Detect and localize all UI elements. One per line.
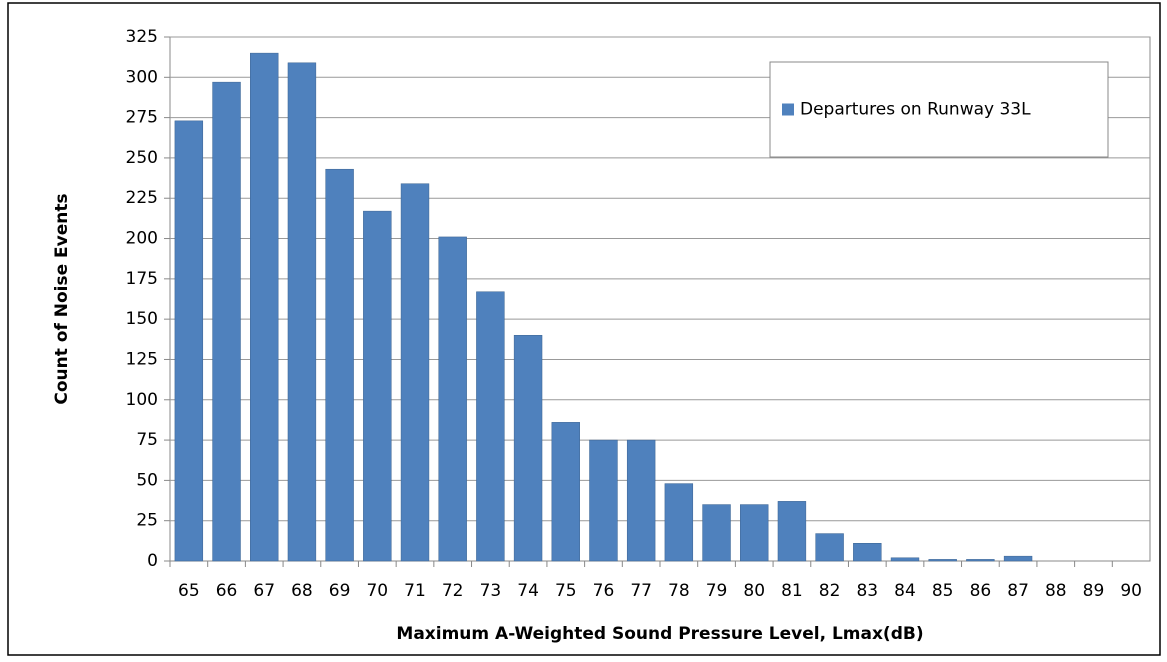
x-axis-label: Maximum A-Weighted Sound Pressure Level,…	[396, 624, 923, 644]
x-tick-label: 90	[1120, 581, 1142, 601]
x-tick-label: 68	[291, 581, 313, 601]
x-tick-label: 73	[480, 581, 502, 601]
bar	[513, 335, 543, 562]
bar	[400, 183, 430, 562]
x-tick-label: 72	[442, 581, 464, 601]
bar	[815, 533, 844, 562]
bar	[853, 543, 882, 562]
bar	[551, 422, 580, 562]
y-tick-label: 25	[136, 511, 158, 531]
x-tick-label: 70	[366, 581, 388, 601]
x-tick-label: 81	[781, 581, 803, 601]
x-tick-label: 69	[329, 581, 351, 601]
bar	[363, 210, 392, 562]
y-tick-label: 300	[126, 67, 158, 87]
x-tick-label: 88	[1045, 581, 1067, 601]
x-tick-label: 85	[932, 581, 954, 601]
legend-box	[769, 61, 1109, 158]
y-tick-label: 50	[136, 470, 158, 490]
y-tick-label: 0	[147, 551, 158, 571]
bar	[626, 439, 656, 562]
y-tick-label: 175	[126, 269, 158, 289]
x-tick-label: 67	[253, 581, 275, 601]
bar	[890, 557, 920, 562]
x-tick-label: 79	[706, 581, 728, 601]
bar	[212, 81, 241, 562]
y-tick-label: 275	[126, 108, 158, 128]
bar	[777, 501, 807, 562]
y-tick-label: 325	[126, 27, 158, 47]
bar	[664, 483, 694, 562]
x-tick-label: 83	[856, 581, 878, 601]
x-tick-label: 86	[970, 581, 992, 601]
x-tick-label: 87	[1007, 581, 1029, 601]
bar	[325, 168, 354, 562]
y-tick-label: 250	[126, 148, 158, 168]
x-tick-label: 71	[404, 581, 426, 601]
legend-label: Departures on Runway 33L	[800, 100, 1031, 120]
x-tick-label: 78	[668, 581, 690, 601]
x-tick-label: 82	[819, 581, 841, 601]
y-axis-label: Count of Noise Events	[52, 193, 72, 404]
x-tick-label: 84	[894, 581, 916, 601]
y-tick-label: 200	[126, 229, 158, 249]
y-tick-label: 75	[136, 430, 158, 450]
bar	[438, 236, 467, 562]
x-tick-label: 66	[216, 581, 238, 601]
bar	[287, 62, 317, 562]
bar	[174, 120, 204, 562]
x-tick-label: 74	[517, 581, 539, 601]
bar	[702, 504, 731, 562]
x-tick-label: 75	[555, 581, 577, 601]
y-tick-label: 125	[126, 349, 158, 369]
x-tick-label: 76	[593, 581, 615, 601]
legend-swatch	[782, 103, 794, 116]
x-tick-label: 77	[630, 581, 652, 601]
x-tick-label: 89	[1083, 581, 1105, 601]
bar	[589, 439, 618, 562]
y-tick-label: 225	[126, 188, 158, 208]
x-tick-label: 80	[743, 581, 765, 601]
bar	[476, 291, 505, 562]
bar	[966, 559, 995, 562]
bar	[928, 559, 957, 562]
bar	[1003, 555, 1033, 562]
x-tick-label: 65	[178, 581, 200, 601]
y-tick-label: 100	[126, 390, 158, 410]
y-tick-label: 150	[126, 309, 158, 329]
bar	[250, 52, 279, 562]
bar	[740, 504, 769, 562]
